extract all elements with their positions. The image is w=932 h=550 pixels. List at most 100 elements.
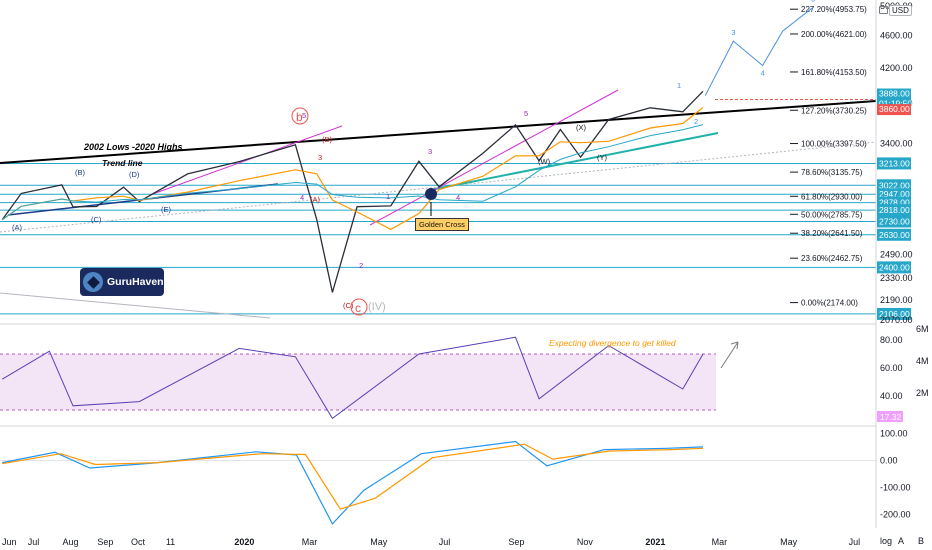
- price-level-tag-text: 2947.00: [879, 189, 910, 199]
- macd-axis-tick: -100.00: [880, 482, 911, 492]
- rsi-band: [0, 354, 716, 410]
- bottom-right-control[interactable]: B: [918, 536, 925, 546]
- fib-level-label: 50.00%(2785.75): [801, 210, 863, 219]
- price-level-tag-text: 3213.00: [879, 158, 910, 168]
- grey-trend-line: [0, 292, 271, 319]
- moving-average-slow-line: [1, 124, 704, 221]
- price-series-line: [1, 90, 704, 293]
- price-level-tag-bg: [877, 215, 911, 228]
- rsi-axis-tick: 60.00: [880, 363, 903, 373]
- projection-wave-label: 4: [761, 68, 765, 77]
- fib-level-label: 127.20%(3730.25): [801, 106, 867, 115]
- time-axis-tick: 2021: [645, 537, 665, 547]
- price-level-tag-text: 2730.00: [879, 216, 910, 226]
- time-axis-tick: Sep: [97, 537, 113, 547]
- wave-b-circle: [291, 107, 309, 125]
- price-level-tag-text: 2106.00: [879, 309, 910, 319]
- rsi-value-tag-bg: [877, 411, 903, 422]
- projection-wave-label: 3: [731, 28, 735, 37]
- current-price-tag-bg: [877, 88, 911, 99]
- golden-cross-marker: [425, 188, 437, 200]
- projection-path: [704, 6, 814, 96]
- price-axis[interactable]: 3213.00 3022.002947.002878.002818.002730.…: [875, 0, 929, 528]
- time-axis-tick: Jul: [849, 537, 861, 547]
- macd-axis-tick: 0.00: [880, 455, 898, 465]
- wave-label: (A): [12, 223, 23, 232]
- wave-label: 4: [300, 193, 304, 202]
- wave-c-circle: [350, 298, 368, 316]
- fib-level-label: 0.00%(2174.00): [801, 299, 858, 308]
- countdown-tag-text: 01:19:50: [879, 99, 912, 109]
- wave-label: (D): [129, 170, 140, 179]
- currency-badge[interactable]: USD: [889, 5, 912, 16]
- price-level-tag-text: 2630.00: [879, 230, 910, 240]
- price-level-tag-text: 2878.00: [879, 198, 910, 208]
- price-level-tag: 2106.00: [877, 307, 911, 320]
- log-scale-toggle[interactable]: log: [880, 536, 893, 546]
- current-price-tag-text: 3888.00: [879, 89, 910, 99]
- wave-label: 2: [694, 117, 698, 126]
- fib-level-label: 38.20%(2641.50): [801, 229, 863, 238]
- wave-label: 5: [302, 111, 306, 120]
- macd-signal-line: [2, 443, 704, 510]
- wave-label: (C): [91, 215, 102, 224]
- channel-upper-line: [369, 89, 619, 226]
- rsi-pane[interactable]: [0, 336, 876, 427]
- secondary-price-tag-bg: [877, 104, 911, 116]
- price-level-tag: 2400.00: [877, 261, 911, 274]
- price-level-tag-text: 2818.00: [879, 205, 910, 215]
- macd-axis-tick: -200.00: [880, 509, 911, 519]
- fib-level-label: 100.00%(3397.50): [801, 140, 867, 149]
- price-pane[interactable]: 227.20%(4953.75) 200.00%(4621.00) 1 61.80%(…: [0, 0, 877, 325]
- volume-axis-tick: 2M: [916, 388, 929, 398]
- macd-axis-tick: 100.00: [880, 428, 908, 438]
- price-level-tag: 3213.00: [877, 157, 911, 170]
- trend-title-annotation: 2002 Lows -2020 Highs: [84, 142, 183, 152]
- fib-level-label: 200.00%(4621.00): [801, 30, 867, 39]
- time-axis-tick: Sep: [508, 537, 524, 547]
- moving-average-line: [1, 107, 704, 231]
- logo-text: GuruHaven: [107, 276, 164, 288]
- price-axis-tick: 4200.00: [880, 63, 913, 73]
- time-axis-tick: Jul: [439, 537, 451, 547]
- macd-line: [2, 440, 704, 525]
- time-axis-tick: Jun: [2, 537, 17, 547]
- price-axis-tick: 2190.00: [880, 295, 913, 305]
- time-axis-tick: Mar: [712, 537, 728, 547]
- price-level-tag-bg: [877, 261, 911, 274]
- time-axis-tick: Nov: [577, 537, 594, 547]
- price-axis-tick: 2490.00: [880, 249, 913, 259]
- wave-label: (B): [322, 135, 333, 144]
- price-level-tag: 2818.00: [877, 204, 911, 217]
- price-level-tag-text: 3022.00: [879, 180, 910, 190]
- secondary-price-tag-text: 3860.00: [879, 104, 910, 114]
- channel-upper-line: [149, 125, 343, 196]
- time-axis-tick: 2020: [234, 537, 254, 547]
- price-level-tag-bg: [877, 228, 911, 241]
- price-level-tag-text: 2400.00: [879, 262, 910, 272]
- golden-cross-label: Golden Cross: [415, 218, 469, 231]
- price-level-tag: 2630.00: [877, 228, 911, 241]
- divergence-arrow: [720, 341, 739, 369]
- macd-pane[interactable]: [0, 440, 876, 525]
- lock-icon[interactable]: [879, 6, 888, 14]
- countdown-tag-bg: [877, 98, 911, 109]
- rsi-axis-tick: 40.00: [880, 391, 903, 401]
- fib-level-label: 227.20%(4953.75): [801, 5, 867, 14]
- wave-label: 1: [386, 192, 390, 201]
- wave-label: (E): [161, 205, 172, 214]
- wave-label: 2: [359, 261, 363, 270]
- divergence-note: Expecting divergence to get killed: [549, 338, 676, 348]
- wave-label: 1: [677, 81, 681, 90]
- fib-level-label: 61.80%(2930.00): [801, 192, 863, 201]
- price-level-tag-bg: [877, 157, 911, 170]
- time-axis-tick: Oct: [131, 537, 146, 547]
- auto-scale-toggle[interactable]: A: [898, 536, 905, 546]
- time-axis[interactable]: Jun Jul Aug Sep Oct 11 2020 Mar May Jul Sep Nov 2021…: [2, 537, 860, 547]
- wave-b-label: b: [296, 110, 303, 124]
- volume-axis-tick: 6M: [916, 324, 929, 334]
- time-axis-tick: 11: [166, 537, 175, 547]
